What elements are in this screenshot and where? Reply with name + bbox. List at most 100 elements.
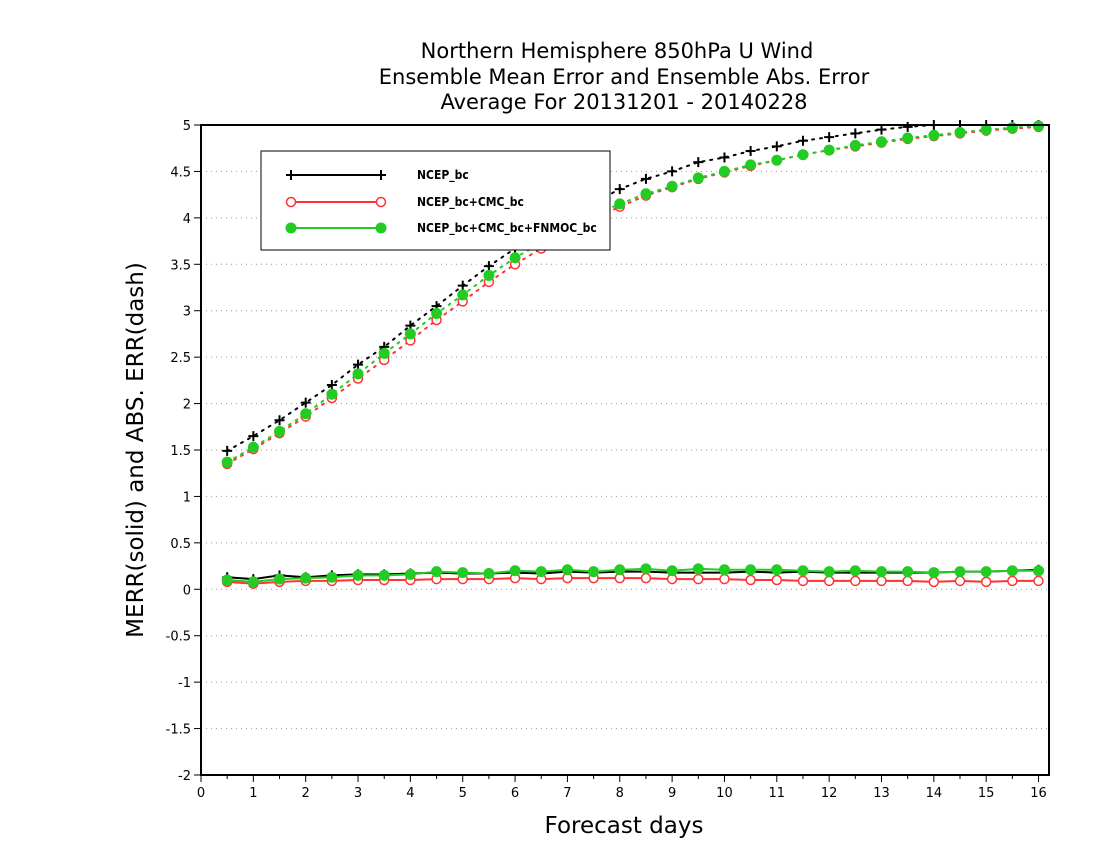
abs-error-point (300, 397, 311, 408)
abs-error-point (667, 166, 678, 177)
title-line-3: Average For 20131201 - 20140228 (440, 90, 807, 114)
legend-label: NCEP_bc (417, 168, 469, 183)
abs-error-point (745, 146, 756, 156)
mean-error-point (300, 572, 312, 584)
legend-marker (286, 170, 296, 180)
y-tick-label: -2 (178, 769, 191, 784)
abs-error-point (797, 149, 809, 161)
abs-error-point (248, 431, 259, 442)
mean-error-point (640, 563, 652, 575)
legend-marker (285, 222, 297, 234)
abs-error-point (326, 388, 338, 400)
x-tick-label: 14 (926, 786, 943, 801)
abs-error-point (483, 269, 495, 281)
x-axis-label: Forecast days (545, 813, 704, 839)
abs-error-point (771, 141, 782, 152)
abs-error-point (850, 128, 861, 139)
chart-title: Northern Hemisphere 850hPa U Wind Ensemb… (379, 39, 870, 114)
y-axis-label: MERR(solid) and ABS. ERR(dash) (123, 262, 149, 638)
mean-error-point (404, 568, 416, 580)
x-tick-label: 5 (459, 786, 467, 801)
abs-error-point (666, 180, 678, 192)
mean-error-point (431, 566, 443, 578)
x-tick-label: 0 (197, 786, 205, 801)
mean-error-point (588, 566, 600, 578)
mean-error-line (227, 577, 1039, 585)
x-tick-label: 7 (563, 786, 571, 801)
x-tick-label: 2 (302, 786, 310, 801)
legend-marker (285, 196, 297, 208)
mean-error-point (718, 564, 730, 576)
abs-error-point (797, 135, 808, 146)
y-tick-label: 1.5 (170, 444, 191, 459)
x-tick-label: 13 (873, 786, 890, 801)
mean-error-point (378, 569, 390, 581)
abs-error-point (378, 347, 390, 359)
abs-error-point (352, 368, 364, 380)
mean-error-point (247, 576, 259, 588)
abs-error-point (431, 308, 443, 319)
mean-error-point (666, 565, 678, 577)
legend-marker (376, 170, 386, 180)
mean-error-point (561, 564, 573, 576)
x-tick-label: 3 (354, 786, 362, 801)
abs-error-point (902, 121, 913, 132)
abs-error-point (222, 445, 233, 456)
mean-error-point (274, 573, 286, 585)
abs-error-point (693, 157, 704, 168)
mean-error-point (902, 566, 914, 578)
abs-error-point (980, 124, 992, 136)
mean-error-point (928, 576, 940, 588)
abs-error-point (614, 198, 626, 210)
mean-error-point (875, 566, 887, 578)
legend-label: NCEP_bc+CMC_bc+FNMOC_bc (417, 221, 597, 236)
y-tick-label: 4.5 (170, 165, 191, 180)
x-axis: 0 1 2 3 4 5 6 7 8 9 10 11 12 13 14 15 16 (197, 775, 1047, 801)
y-tick-label: 2.5 (170, 351, 191, 366)
y-tick-label: -1.5 (166, 723, 191, 738)
abs-error-point (745, 159, 757, 171)
mean-error-point (771, 564, 783, 576)
abs-error-line (226, 124, 1040, 452)
mean-error-point (797, 575, 809, 587)
x-tick-label: 11 (769, 786, 786, 801)
legend-marker (375, 196, 387, 208)
abs-error-point (483, 261, 494, 272)
mean-error-point (1033, 565, 1045, 577)
abs-error-point (823, 144, 835, 156)
mean-error-point (928, 567, 940, 579)
y-axis: -2 -1.5 -1 -0.5 0 0.5 1 1.5 2 2.5 3 3.5 4 4.5 5 (166, 119, 201, 784)
mean-error-point (954, 566, 966, 578)
y-tick-label: -1 (178, 676, 191, 691)
x-tick-label: 6 (511, 786, 519, 801)
abs-error-point (353, 359, 364, 370)
y-tick-label: 1 (183, 490, 191, 505)
y-tick-label: 3 (183, 305, 191, 320)
abs-error-point (875, 136, 887, 148)
abs-error-point (326, 380, 337, 390)
legend-label: NCEP_bc+CMC_bc (417, 195, 524, 210)
abs-error-point (300, 408, 312, 420)
title-line-1: Northern Hemisphere 850hPa U Wind (421, 39, 814, 63)
legend-entry: NCEP_bc (286, 168, 469, 183)
x-tick-label: 10 (716, 786, 733, 801)
abs-error-point (509, 252, 521, 264)
grid (201, 170, 1049, 730)
legend-box (260, 150, 611, 251)
abs-error-point (404, 328, 416, 340)
abs-error-point (221, 456, 233, 468)
y-tick-label: 2 (183, 398, 191, 413)
y-tick-label: -0.5 (166, 630, 191, 645)
x-tick-label: 1 (249, 786, 257, 801)
abs-error-point (718, 165, 730, 177)
legend-marker (375, 222, 387, 234)
mean-error-point (719, 573, 730, 585)
mean-error-point (771, 574, 783, 586)
abs-error-point (614, 184, 625, 195)
abs-error-point (274, 425, 286, 437)
mean-error-point (1033, 575, 1044, 587)
mean-error-point (823, 566, 835, 578)
abs-error-point (640, 173, 651, 184)
abs-error-point (457, 289, 469, 301)
mean-error-point (745, 574, 756, 586)
